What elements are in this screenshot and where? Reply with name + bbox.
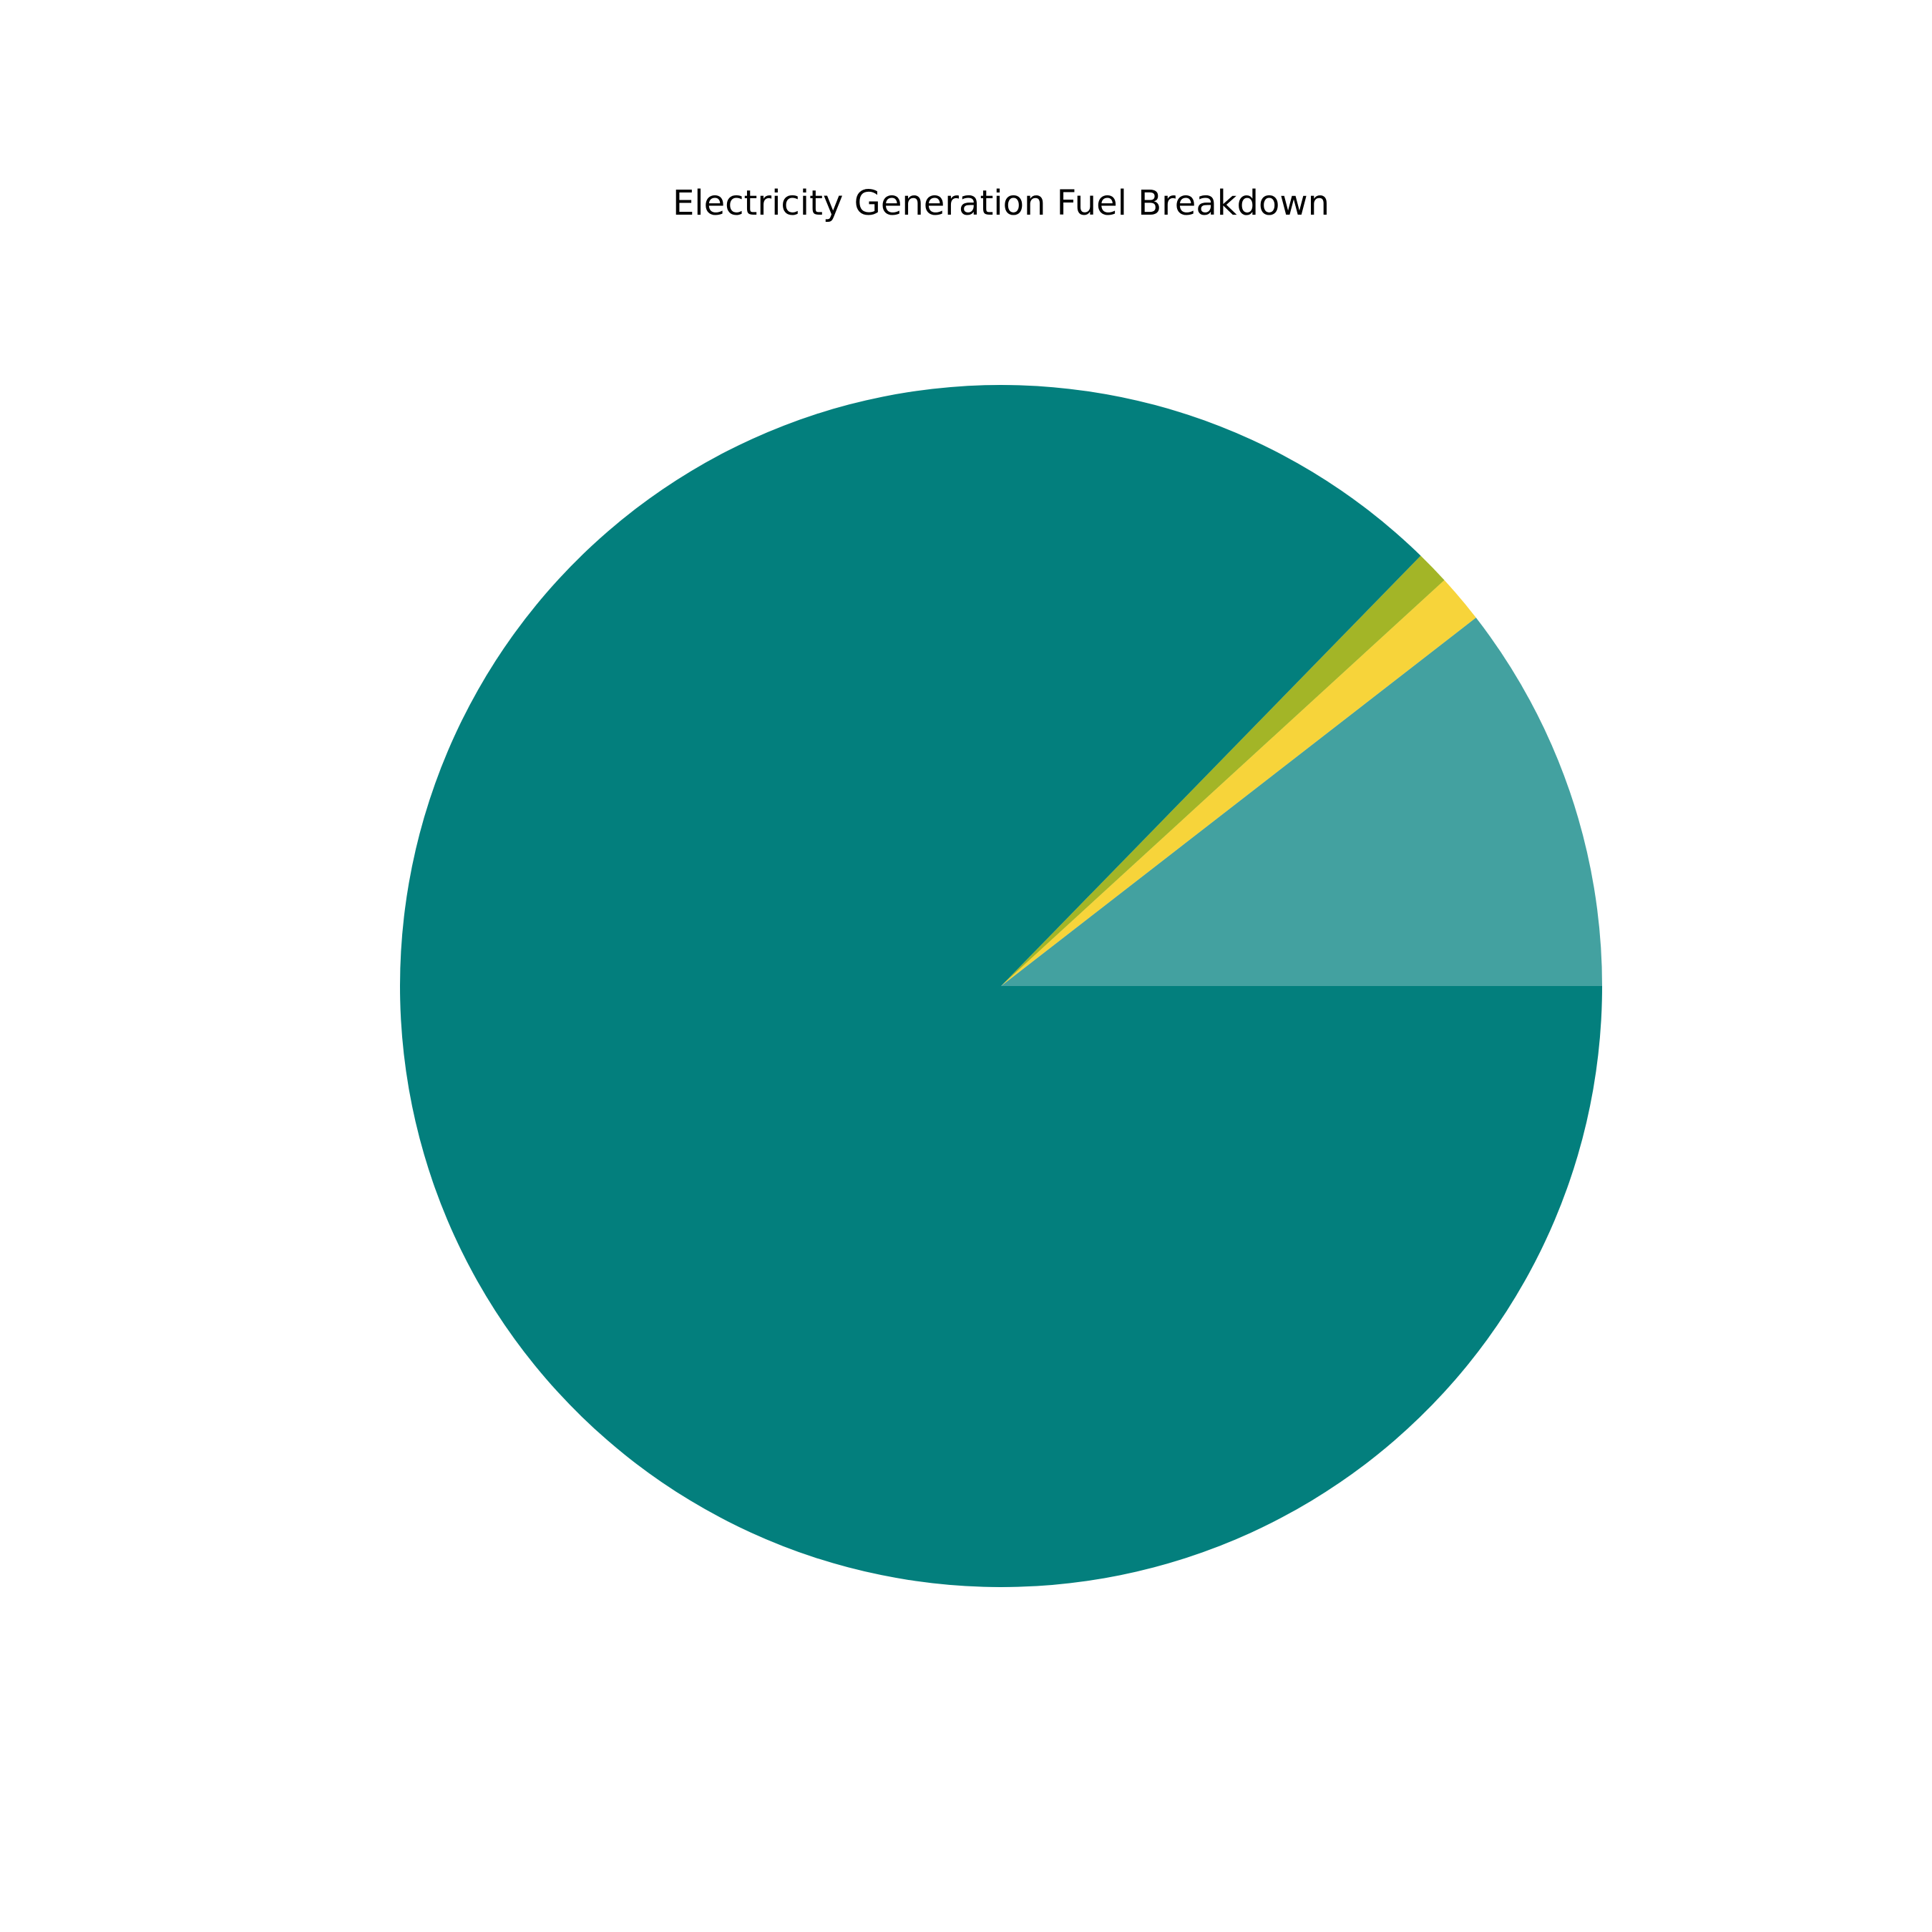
pie-slice-3 (1001, 555, 1445, 986)
pie-slices (400, 385, 1603, 1587)
pie-slice-4 (400, 385, 1603, 1587)
chart-title: Electricity Generation Fuel Breakdown (673, 183, 1330, 223)
pie-slice-2 (1001, 580, 1476, 986)
pie-slice-1 (1001, 618, 1602, 986)
